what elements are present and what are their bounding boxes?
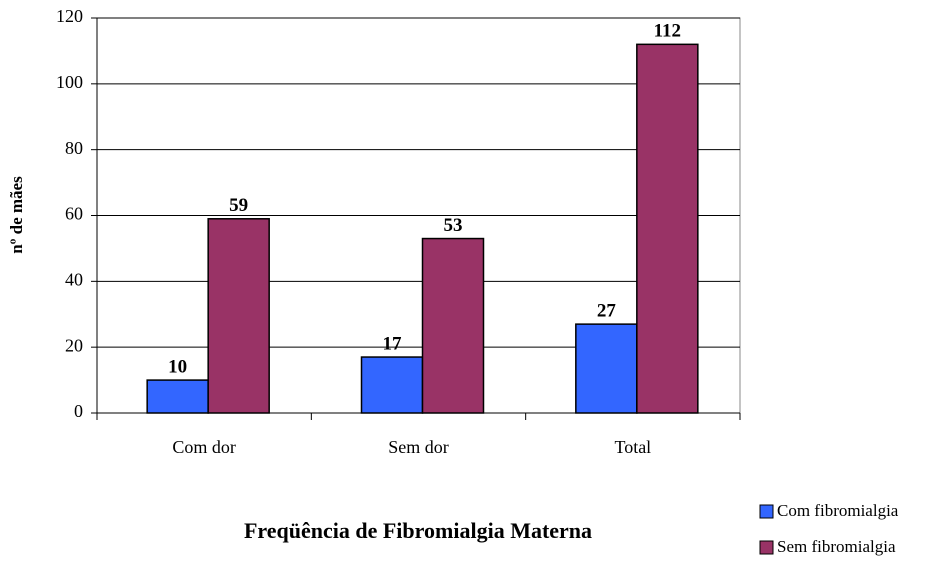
data-label: 112: [654, 21, 681, 42]
data-label: 27: [597, 300, 617, 321]
y-tick-label: 100: [56, 72, 83, 92]
y-tick-label: 20: [65, 335, 83, 355]
bar: [360, 356, 424, 414]
y-tick-label: 120: [56, 6, 83, 26]
x-tick-label: Total: [614, 437, 651, 457]
legend-swatch: [759, 504, 774, 519]
y-axis-label: nº de mães: [7, 176, 26, 254]
y-tick-label: 60: [65, 204, 83, 224]
data-label: 17: [383, 333, 403, 354]
y-tick-label: 80: [65, 138, 83, 158]
x-tick-label: Sem dor: [388, 437, 449, 457]
y-tick-label: 40: [65, 269, 83, 289]
legend-label: Com fibromialgia: [777, 501, 899, 520]
bar: [575, 323, 638, 414]
legend-label: Sem fibromialgia: [777, 537, 896, 556]
x-tick-label: Com dor: [172, 437, 236, 457]
bar: [636, 43, 699, 414]
data-label: 10: [168, 356, 187, 377]
data-label: 59: [229, 195, 248, 216]
chart-title: Freqüência de Fibromialgia Materna: [244, 518, 592, 543]
bar: [421, 237, 485, 414]
data-label: 53: [444, 215, 463, 236]
bar: [207, 218, 270, 414]
y-tick-label: 0: [74, 401, 83, 421]
bar: [146, 379, 209, 414]
legend-swatch: [759, 540, 774, 555]
